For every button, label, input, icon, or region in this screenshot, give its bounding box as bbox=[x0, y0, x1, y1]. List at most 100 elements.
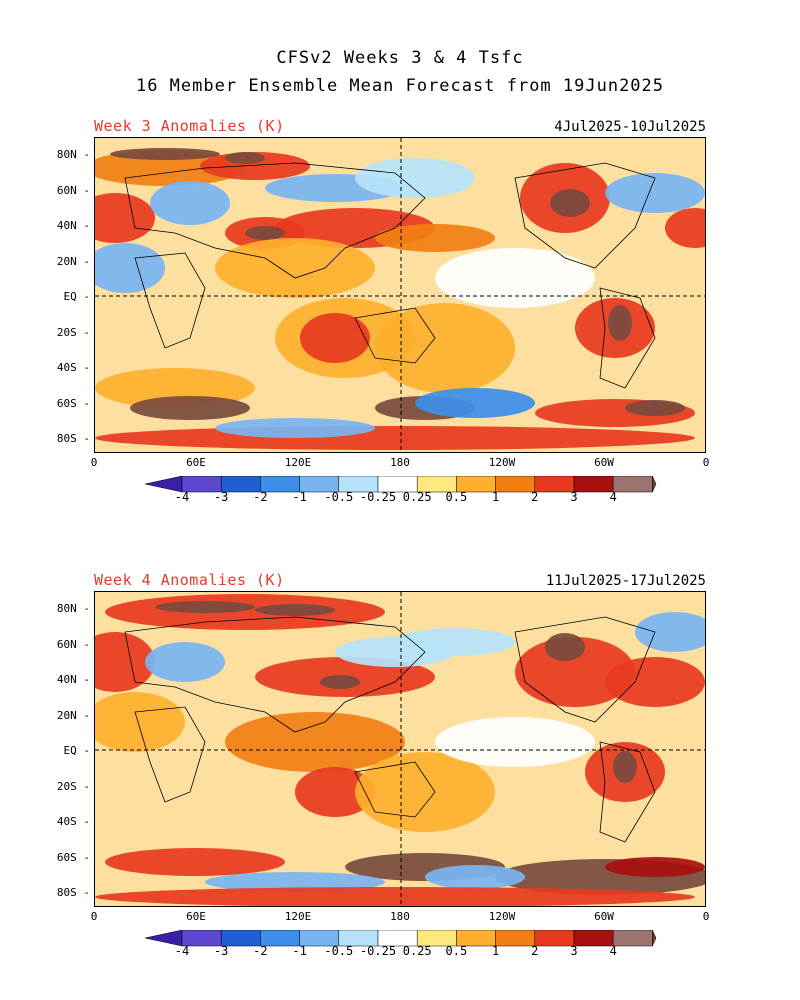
lon-tick-label: 0 bbox=[702, 456, 710, 469]
anomaly-region-warm_strong bbox=[95, 193, 155, 243]
colorbar-high-arrow bbox=[652, 476, 657, 493]
lat-tick-label: 60S - bbox=[56, 396, 90, 410]
colorbar-label: -2 bbox=[253, 944, 268, 958]
anomaly-region-cool_mid bbox=[145, 642, 225, 682]
colorbar-label: -1 bbox=[292, 944, 307, 958]
colorbar-strip bbox=[144, 930, 657, 947]
anomaly-region-warm_brown bbox=[110, 148, 220, 160]
colorbar-label: 1 bbox=[491, 944, 500, 958]
lat-tick-label: 80S - bbox=[56, 432, 90, 445]
anomaly-region-warm_mid bbox=[225, 712, 405, 772]
anomaly-region-cool_mid bbox=[95, 243, 165, 293]
colorbar-strip bbox=[144, 476, 657, 493]
anomaly-region-warm_light bbox=[95, 692, 185, 752]
lat-tick-label: 20S - bbox=[56, 779, 90, 793]
lat-tick-label: 40N - bbox=[56, 673, 90, 686]
lon-tick-label: 60E bbox=[186, 456, 206, 469]
anomaly-region-warm_strong bbox=[665, 208, 705, 248]
anomaly-region-warm_strong bbox=[95, 887, 695, 906]
lon-tick-label: 180 bbox=[390, 456, 410, 469]
coastline bbox=[514, 162, 656, 269]
figure-title-line2: 16 Member Ensemble Mean Forecast from 19… bbox=[135, 76, 665, 96]
anomaly-region-warm_brown bbox=[613, 751, 637, 783]
colorbar-label: -4 bbox=[174, 944, 190, 958]
colorbar-label: 4 bbox=[609, 944, 617, 958]
anomaly-region-warm_strong bbox=[95, 426, 695, 450]
anomaly-region-cool_light bbox=[395, 628, 515, 656]
colorbar-label: -0.25 bbox=[359, 944, 397, 958]
anomaly-region-warm_strong bbox=[605, 657, 705, 707]
colorbar-label: 3 bbox=[570, 490, 578, 504]
anomaly-region-warm_brown bbox=[255, 604, 335, 616]
anomaly-region-warm_light bbox=[355, 752, 495, 832]
anomaly-region-cool_mid bbox=[150, 181, 230, 225]
colorbar-label: 2 bbox=[531, 944, 539, 958]
colorbar-label: 4 bbox=[609, 490, 617, 504]
anomaly-region-warm_strong bbox=[105, 594, 385, 630]
anomaly-region-warm_light bbox=[215, 238, 375, 298]
lon-tick-label: 120W bbox=[488, 910, 516, 923]
colorbar-label: -0.25 bbox=[359, 490, 397, 504]
coastline bbox=[354, 761, 436, 818]
colorbar-label: -0.5 bbox=[324, 490, 354, 504]
lon-tick-label: 60E bbox=[186, 910, 206, 923]
colorbar-label: -2 bbox=[253, 490, 268, 504]
lat-tick-label: 20S - bbox=[56, 325, 90, 339]
anomaly-region-warm_brown bbox=[625, 400, 685, 416]
lat-tick-label: 40S - bbox=[56, 815, 90, 828]
panel2-title: Week 4 Anomalies (K) bbox=[94, 571, 285, 589]
lat-tick-label: EQ - bbox=[63, 744, 91, 757]
anomaly-region-cool_mid bbox=[205, 872, 385, 892]
coastline bbox=[134, 252, 206, 349]
week4-anomaly-map bbox=[94, 591, 706, 907]
anomaly-region-warm_mid bbox=[375, 224, 495, 252]
anomaly-region-warm_brown bbox=[550, 189, 590, 217]
lon-tick-label: 120E bbox=[284, 456, 312, 469]
anomaly-region-warm_brown bbox=[545, 633, 585, 661]
colorbar-label: -3 bbox=[213, 490, 229, 504]
anomaly-region-warm_light bbox=[375, 303, 515, 393]
lon-tick-label: 180 bbox=[390, 910, 410, 923]
colorbar-label: -0.5 bbox=[324, 944, 354, 958]
anomaly-region-warm_brown bbox=[155, 601, 255, 613]
colorbar-label: -4 bbox=[174, 490, 190, 504]
colorbar-label: 2 bbox=[531, 490, 539, 504]
anomaly-field bbox=[95, 138, 705, 452]
anomaly-region-neutral bbox=[435, 248, 595, 308]
anomaly-region-warm_brown bbox=[245, 226, 285, 240]
colorbar-label: 3 bbox=[570, 944, 578, 958]
anomaly-region-cool_mid bbox=[605, 173, 705, 213]
lat-tick-label: 40S - bbox=[56, 361, 90, 374]
coastline bbox=[354, 307, 436, 364]
lat-tick-label: 20N - bbox=[56, 708, 90, 722]
anomaly-region-warm_strong bbox=[295, 767, 375, 817]
anomaly-region-warm_strong bbox=[95, 632, 155, 692]
colorbar-label: 0.25 bbox=[402, 490, 432, 504]
figure-title-line1: CFSv2 Weeks 3 & 4 Tsfc bbox=[276, 48, 524, 68]
coastline bbox=[124, 616, 426, 733]
colorbar-label: 0.5 bbox=[445, 490, 468, 504]
coastline bbox=[514, 616, 656, 723]
colorbar-label: -1 bbox=[292, 490, 307, 504]
anomaly-field bbox=[95, 592, 705, 906]
anomaly-region-warm_brown bbox=[320, 675, 360, 689]
anomaly-region-cool_strong bbox=[415, 388, 535, 418]
anomaly-region-warm_strong bbox=[515, 637, 635, 707]
panel2-date-range: 11Jul2025-17Jul2025 bbox=[545, 573, 706, 589]
panel1-date-range: 4Jul2025-10Jul2025 bbox=[554, 119, 706, 135]
lon-tick-label: 120W bbox=[488, 456, 516, 469]
colorbar-label: -3 bbox=[213, 944, 229, 958]
anomaly-region-warm_brown bbox=[225, 152, 265, 164]
coastline bbox=[134, 706, 206, 803]
anomaly-region-neutral bbox=[435, 717, 595, 767]
lon-tick-label: 60W bbox=[594, 910, 614, 923]
anomaly-region-cool_mid bbox=[635, 612, 705, 652]
anomaly-region-warm_strong bbox=[300, 313, 370, 363]
lon-tick-label: 60W bbox=[594, 456, 614, 469]
lat-tick-label: 80S - bbox=[56, 886, 90, 899]
anomaly-region-cool_mid bbox=[425, 865, 525, 889]
lat-tick-label: 80N - bbox=[56, 602, 90, 615]
lat-tick-label: 60N - bbox=[56, 637, 90, 651]
lon-tick-label: 0 bbox=[90, 910, 98, 923]
anomaly-region-warm_brown bbox=[608, 305, 632, 341]
